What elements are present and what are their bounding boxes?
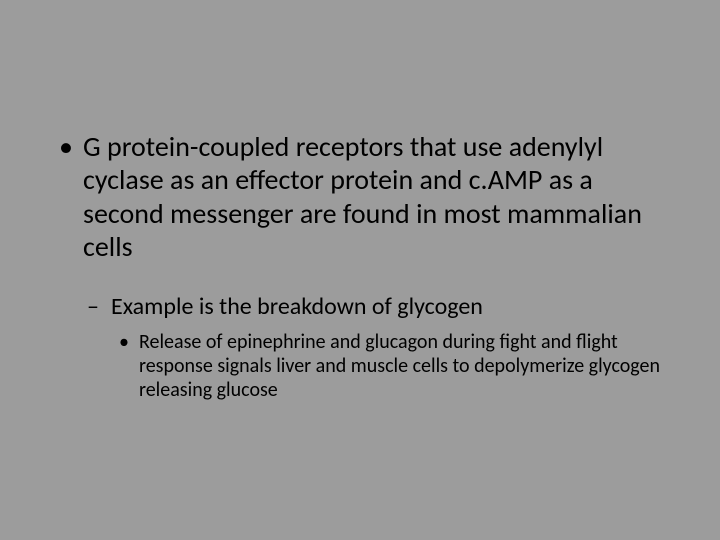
- bullet-level3-item: Release of epinephrine and glucagon duri…: [55, 330, 665, 402]
- bullet-list-level2: Example is the breakdown of glycogen: [55, 293, 665, 322]
- bullet-level1-text: G protein-coupled receptors that use ade…: [83, 129, 642, 264]
- slide: G protein-coupled receptors that use ade…: [0, 0, 720, 540]
- bullet-list-level3: Release of epinephrine and glucagon duri…: [55, 330, 665, 402]
- bullet-list-level1: G protein-coupled receptors that use ade…: [55, 130, 665, 263]
- bullet-level1-item: G protein-coupled receptors that use ade…: [55, 130, 665, 263]
- bullet-level3-text: Release of epinephrine and glucagon duri…: [139, 330, 660, 402]
- bullet-level2-text: Example is the breakdown of glycogen: [111, 292, 483, 321]
- bullet-level2-item: Example is the breakdown of glycogen: [55, 293, 665, 322]
